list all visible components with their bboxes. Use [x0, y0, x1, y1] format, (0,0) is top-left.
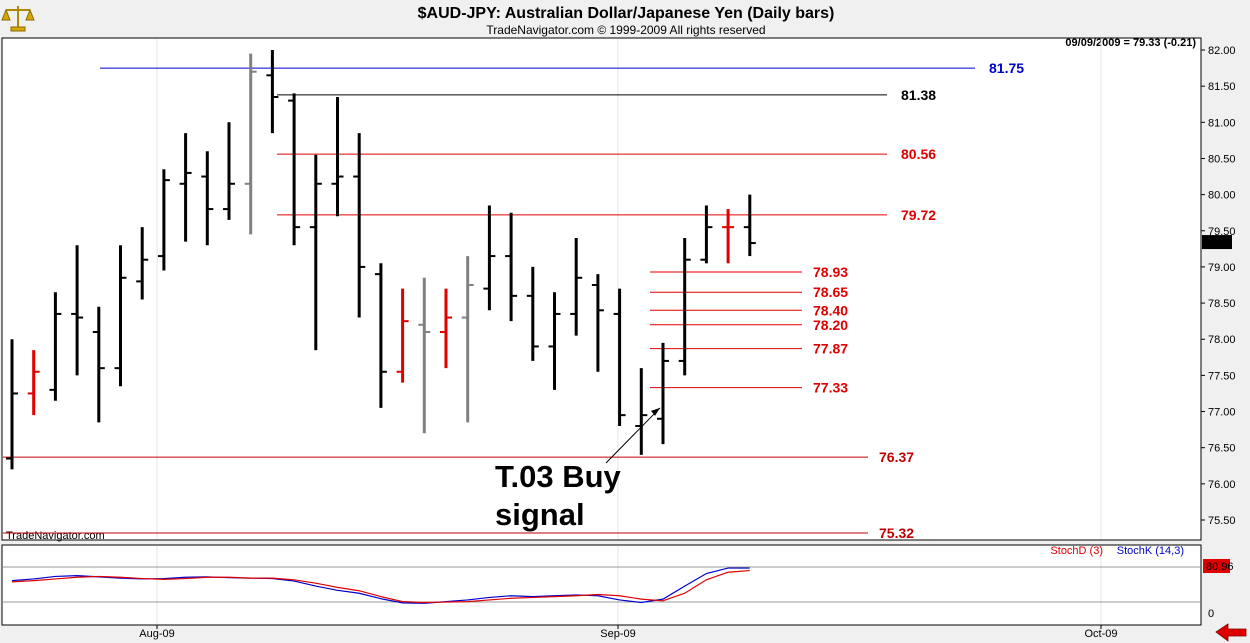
price-bar [526, 266, 539, 361]
stoch-d-line [11, 569, 750, 604]
price-bar [27, 350, 40, 416]
level-label: 81.38 [901, 87, 936, 103]
grid [156, 39, 1102, 624]
level-label: 78.40 [813, 302, 848, 318]
level-label: 78.65 [813, 284, 848, 300]
x-axis: Aug-09 Sep-09 Oct-09 [139, 625, 1118, 640]
stoch-y-tick-0: 0 [1208, 608, 1214, 620]
price-bar [331, 97, 344, 217]
y-tick-label: 77.50 [1208, 370, 1236, 382]
buy-signal-annotation: T.03 Buy signal [495, 407, 661, 532]
level-label: 79.72 [901, 207, 936, 223]
level-label: 76.37 [879, 449, 914, 465]
price-bar [570, 238, 583, 336]
level-lines: 81.75 81.38 80.56 79.72 78.93 78.65 78.4078.20… [3, 60, 1024, 541]
y-tick-label: 76.50 [1208, 443, 1236, 455]
price-bar [613, 288, 626, 426]
y-tick-label: 78.00 [1208, 334, 1236, 346]
stoch-k-legend: StochK (14,3) [1117, 545, 1184, 557]
price-bar [657, 342, 669, 445]
price-bar [700, 205, 713, 264]
y-tick-label: 81.50 [1208, 81, 1236, 93]
annotation-arrowhead [651, 407, 660, 416]
y-axis: 75.50 76.00 76.50 77.00 77.50 78.00 78.50 79.00… [1201, 45, 1236, 527]
price-bar [353, 133, 366, 318]
price-bar [440, 288, 452, 369]
price-bar [179, 133, 192, 242]
level-label: 75.32 [879, 525, 914, 541]
price-bar [743, 194, 756, 257]
stoch-value-box [1203, 559, 1230, 573]
annotation-line-2: signal [495, 497, 585, 532]
y-tick-label: 80.00 [1208, 190, 1236, 202]
stochastic-lines [3, 566, 1200, 604]
annotation-line-1: T.03 Buy [495, 459, 622, 494]
level-label: 77.87 [813, 341, 848, 357]
last-price-label: 79.33 [1204, 237, 1232, 249]
price-bar [309, 154, 322, 351]
y-tick-label: 78.50 [1208, 298, 1236, 310]
price-bar [223, 122, 235, 220]
price-bar [548, 292, 561, 390]
price-bar [678, 238, 691, 376]
level-label: 81.75 [989, 60, 1024, 76]
price-bar [114, 245, 127, 387]
quote-readout: 09/09/2009 = 79.33 (-0.21) [1065, 37, 1196, 49]
x-tick-label: Aug-09 [139, 628, 174, 640]
price-bar [374, 263, 387, 408]
y-tick-label: 79.50 [1208, 226, 1236, 238]
price-bar [92, 306, 105, 423]
annotation-arrow [605, 407, 661, 464]
price-bars [6, 50, 756, 470]
level-label: 78.93 [813, 264, 848, 280]
level-label: 77.33 [813, 380, 848, 396]
y-tick-label: 76.00 [1208, 479, 1236, 491]
level-label: 78.20 [813, 317, 848, 333]
stoch-d-legend: StochD (3) [1050, 545, 1103, 557]
price-bar [266, 50, 279, 134]
y-tick-label: 79.00 [1208, 262, 1236, 274]
copyright-subtitle: TradeNavigator.com © 1999-2009 All right… [486, 23, 765, 37]
price-bar [396, 288, 409, 383]
price-bar [136, 227, 149, 300]
y-tick-label: 75.50 [1208, 515, 1236, 527]
chart-title: $AUD-JPY: Australian Dollar/Japanese Yen… [418, 5, 835, 22]
watermark: TradeNavigator.com [6, 530, 105, 542]
price-bar [71, 245, 84, 376]
level-label: 80.56 [901, 146, 936, 162]
y-tick-label: 82.00 [1208, 45, 1236, 57]
last-price-box [1202, 235, 1232, 250]
price-bar [157, 169, 170, 271]
price-bar [201, 151, 214, 246]
price-bar [6, 339, 18, 470]
price-bar [505, 212, 518, 322]
y-tick-label: 80.50 [1208, 153, 1236, 165]
scales-icon [1, 6, 35, 32]
stoch-value-label: 80.96 [1206, 561, 1234, 573]
left-arrow-icon[interactable] [1215, 623, 1247, 642]
stochastic-panel [1, 544, 1202, 626]
y-tick-label: 81.00 [1208, 117, 1236, 129]
price-bar [635, 368, 648, 455]
price-bar [461, 256, 474, 423]
y-tick-label: 77.00 [1208, 407, 1236, 419]
price-bar [244, 53, 257, 235]
price-bar [591, 274, 604, 372]
price-bar [483, 205, 496, 311]
x-tick-label: Oct-09 [1084, 628, 1117, 640]
price-bar [288, 93, 301, 246]
price-bar [418, 277, 431, 434]
price-bar [49, 292, 62, 401]
price-bar [722, 209, 735, 264]
price-panel [1, 37, 1202, 541]
x-tick-label: Sep-09 [600, 628, 635, 640]
